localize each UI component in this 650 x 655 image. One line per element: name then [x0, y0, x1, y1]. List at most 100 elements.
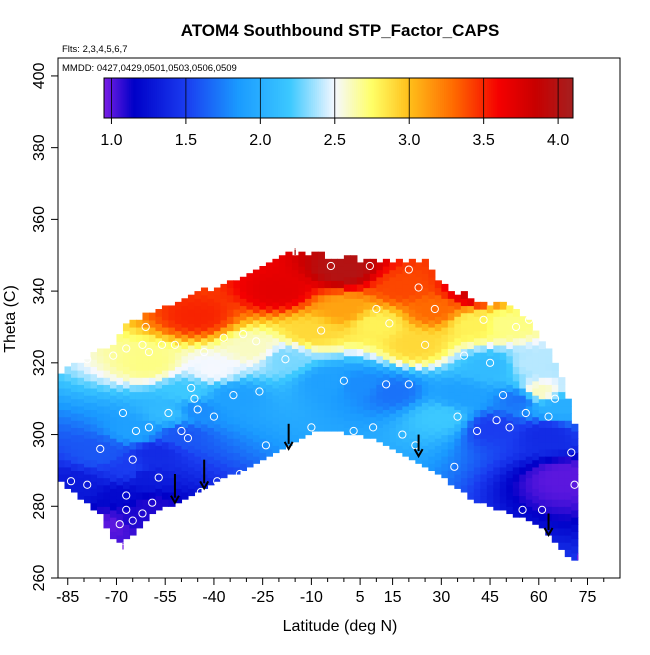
heatmap-cell [363, 352, 371, 360]
heatmap-cell [376, 312, 384, 321]
heatmap-cell [70, 484, 79, 493]
heatmap-cell [493, 352, 501, 360]
colorbar-segment [488, 78, 492, 118]
heatmap-cell [298, 316, 306, 324]
heatmap-cell [519, 430, 527, 439]
heatmap-cell [545, 527, 553, 536]
heatmap-cell [265, 405, 274, 414]
heatmap-cell [155, 402, 163, 411]
heatmap-cell [129, 484, 137, 493]
chart-title: ATOM4 Southbound STP_Factor_CAPS [181, 21, 500, 40]
heatmap-cell [395, 395, 403, 403]
heatmap-cell [168, 326, 176, 335]
colorbar-segment [338, 78, 341, 118]
heatmap-cell [311, 409, 319, 418]
heatmap-cell [460, 362, 468, 371]
heatmap-cell [493, 330, 501, 339]
heatmap-cell [395, 323, 403, 332]
heatmap-cell [434, 352, 442, 360]
heatmap-cell [155, 423, 163, 432]
colorbar-segment [361, 78, 365, 118]
heatmap-cell [376, 384, 384, 393]
heatmap-cell [161, 305, 170, 314]
descent-arrow-head [283, 441, 294, 451]
heatmap-cell [571, 524, 579, 532]
heatmap-cell [70, 470, 79, 479]
heatmap-cell [330, 395, 338, 403]
heatmap-cell [558, 434, 566, 443]
y-tick-label: 300 [31, 421, 48, 448]
heatmap-cell [200, 366, 209, 375]
heatmap-cell [480, 430, 488, 439]
colorbar-segment [234, 78, 238, 118]
heatmap-cell [382, 380, 390, 389]
heatmap-cell [415, 319, 423, 328]
heatmap-cell [129, 341, 137, 350]
heatmap-cell [467, 470, 475, 479]
heatmap-cell [200, 395, 209, 403]
heatmap-cell [58, 452, 66, 461]
heatmap-cell [272, 309, 280, 317]
heatmap-cell [480, 301, 488, 310]
heatmap-cell [545, 370, 553, 378]
heatmap-cell [395, 445, 403, 454]
colorbar-segment [402, 78, 406, 118]
sample-point [66, 477, 76, 486]
heatmap-cell [519, 402, 527, 411]
sample-point [472, 426, 482, 436]
heatmap-cell [304, 384, 312, 393]
heatmap-cell [499, 495, 507, 504]
heatmap-cell [389, 427, 397, 436]
heatmap-cell [265, 276, 274, 285]
colorbar-segment [248, 78, 252, 118]
heatmap-cell [428, 348, 436, 357]
sample-point [420, 340, 430, 349]
colorbar-segment [311, 78, 314, 118]
heatmap-cell [447, 398, 455, 407]
heatmap-cell [558, 405, 566, 414]
heatmap-cell [155, 430, 163, 439]
heatmap-cell [382, 266, 390, 274]
heatmap-cell [161, 456, 170, 464]
heatmap-cell [304, 427, 312, 436]
heatmap-cell [233, 423, 241, 432]
heatmap-cell [291, 370, 299, 378]
heatmap-cell [506, 448, 514, 457]
heatmap-cell [142, 506, 150, 515]
heatmap-cell [116, 448, 124, 457]
heatmap-cell [70, 398, 79, 407]
heatmap-cell [460, 427, 468, 436]
heatmap-cell [415, 355, 423, 364]
heatmap-cell [571, 502, 579, 511]
heatmap-cell [473, 380, 481, 389]
heatmap-cell [376, 427, 384, 436]
sample-point [349, 426, 358, 436]
heatmap-cell [116, 506, 124, 515]
heatmap-cell [90, 387, 98, 396]
heatmap-cell [324, 294, 332, 303]
colorbar-segment [170, 78, 173, 118]
sample-point [157, 340, 167, 349]
heatmap-cell [389, 334, 397, 342]
sample-point [148, 498, 157, 507]
heatmap-cell [168, 427, 176, 436]
heatmap-cell [291, 384, 299, 393]
colorbar-segment [344, 78, 347, 118]
heatmap-cell [434, 337, 442, 346]
heatmap-cell [558, 413, 566, 421]
heatmap-cell [571, 459, 579, 468]
sample-point [83, 480, 92, 489]
heatmap-cell [434, 402, 442, 411]
heatmap-cell [168, 413, 176, 421]
heatmap-cell [291, 420, 299, 428]
heatmap-cell [356, 370, 364, 378]
heatmap-cell [226, 423, 235, 432]
heatmap-cell [558, 499, 566, 507]
heatmap-cell [168, 470, 176, 479]
heatmap-cell [519, 409, 527, 418]
heatmap-cell [480, 474, 488, 482]
heatmap-cell [77, 413, 85, 421]
heatmap-cell [168, 477, 176, 486]
heatmap-cell [259, 438, 267, 446]
heatmap-cell [467, 405, 475, 414]
